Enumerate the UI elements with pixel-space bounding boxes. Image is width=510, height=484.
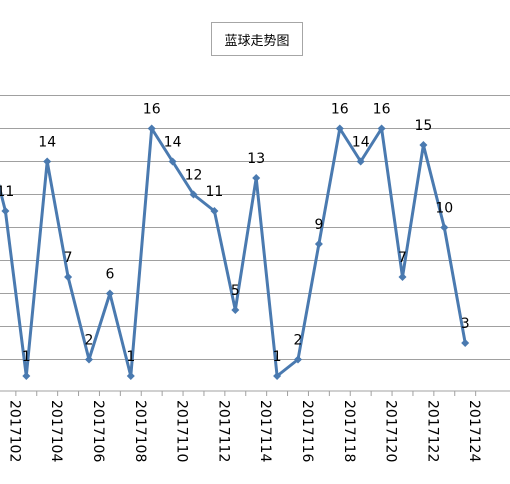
data-label: 11 [0,184,14,200]
x-tick-label: 2017114 [257,400,273,462]
data-point [377,124,386,133]
data-label: 14 [38,135,56,151]
data-label: 1 [22,349,31,365]
data-label: 7 [398,250,407,266]
x-tick-label: 2017116 [299,400,315,462]
data-label: 16 [331,102,349,118]
data-point [22,372,31,380]
x-tick-label: 2017118 [341,400,357,462]
data-label: 13 [247,151,265,167]
data-point [398,273,407,281]
x-tick-label: 2017122 [424,400,440,462]
x-tick-label: 2017110 [174,400,190,462]
data-point [419,141,428,149]
chart-title: 蓝球走势图 [211,22,303,56]
data-point [273,372,282,380]
data-point [43,157,52,166]
data-label: 7 [64,250,73,266]
data-point [294,355,302,364]
data-label: 2 [294,333,303,349]
data-point [126,372,135,380]
data-point [231,306,240,314]
x-axis-ticks [15,391,477,396]
data-point [168,157,177,166]
x-tick-label: 2017102 [6,400,22,462]
data-point [189,190,198,199]
data-label: 14 [352,135,370,151]
data-label: 16 [143,102,161,118]
data-label: 12 [185,168,203,184]
data-label: 1 [126,349,135,365]
data-label: 6 [105,267,114,283]
data-label: 10 [435,201,453,217]
data-point [1,207,10,215]
data-point [335,124,344,133]
data-point [210,207,219,215]
data-point [356,157,365,166]
data-point [147,124,156,133]
x-tick-label: 2017104 [48,400,64,462]
chart-title-text: 蓝球走势图 [224,33,290,49]
data-label: 3 [461,316,470,332]
data-labels: 1611114726116141211513129161416715103 [0,102,470,366]
data-point [314,240,323,248]
data-label: 1 [273,349,282,365]
series-line [0,127,467,378]
data-point [105,289,114,298]
data-label: 14 [164,135,182,151]
x-tick-label: 2017124 [466,400,482,462]
data-point [440,223,449,232]
data-point [252,174,261,182]
data-point [461,339,470,347]
x-tick-label: 2017108 [132,400,148,462]
x-tick-label: 2017106 [90,400,106,462]
data-label: 2 [85,333,94,349]
data-label: 11 [205,184,223,200]
x-axis-tick-labels: 2017102 2017104 2017106 2017108 2017110 20171… [6,400,482,462]
data-point [64,273,73,281]
data-markers [1,124,470,380]
data-label: 15 [414,118,432,134]
x-tick-label: 2017120 [383,400,399,462]
x-tick-label: 2017112 [215,400,231,462]
data-label: 9 [314,217,323,233]
data-point [85,355,93,364]
data-label: 5 [231,283,240,299]
gridlines [0,95,510,360]
data-label: 16 [373,102,391,118]
